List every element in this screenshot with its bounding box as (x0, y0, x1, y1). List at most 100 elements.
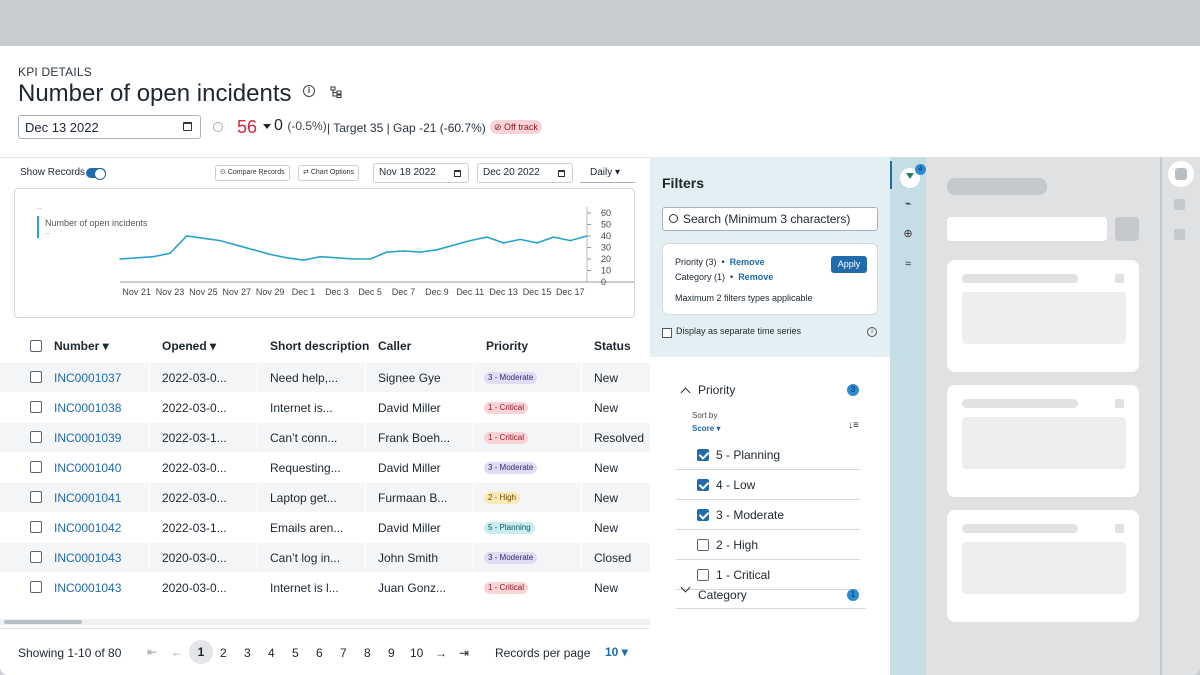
data-point (369, 258, 371, 260)
data-point (502, 242, 505, 244)
data-point (419, 251, 422, 253)
column-opened[interactable]: Opened ▾ (162, 339, 217, 353)
page-1[interactable]: 1 (189, 640, 213, 664)
rail-item[interactable] (1174, 199, 1185, 210)
hierarchy-icon[interactable] (330, 86, 342, 98)
calendar-icon (558, 170, 565, 177)
filter-checkbox[interactable] (697, 569, 709, 581)
page-9[interactable]: 9 (388, 646, 395, 660)
activity-icon[interactable]: ⌁ (904, 198, 912, 210)
info-icon[interactable]: i (303, 85, 315, 97)
data-point (519, 238, 522, 241)
incident-number-link[interactable]: INC0001040 (54, 461, 122, 475)
row-checkbox[interactable] (30, 581, 42, 593)
start-date-picker[interactable]: Nov 18 2022 (373, 163, 469, 183)
page-7[interactable]: 7 (340, 646, 347, 660)
table-row[interactable]: INC0001040 2022-03-0... Requesting... Da… (0, 452, 650, 482)
chevron-up-icon[interactable] (680, 387, 691, 398)
compare-records-button[interactable]: ⊙ Compare Records (215, 165, 290, 181)
page-2[interactable]: 2 (220, 646, 227, 660)
prev-page-icon[interactable]: ← (171, 645, 183, 659)
category-group-label[interactable]: Category (698, 588, 747, 602)
records-per-page-select[interactable]: 10 ▾ (605, 645, 628, 659)
date-value: Dec 13 2022 (25, 120, 99, 135)
incident-number-link[interactable]: INC0001042 (54, 521, 122, 535)
priority-group-label[interactable]: Priority (698, 383, 736, 397)
page-6[interactable]: 6 (316, 646, 323, 660)
filter-option[interactable]: 1 - Critical (676, 560, 860, 590)
column-short-description[interactable]: Short description (270, 339, 370, 353)
filter-checkbox[interactable] (697, 449, 709, 461)
filter-checkbox[interactable] (697, 509, 709, 521)
remove-priority-link[interactable]: Remove (729, 257, 765, 267)
next-page-icon[interactable]: → (435, 646, 447, 660)
rail-active-item[interactable] (1168, 161, 1194, 187)
column-caller[interactable]: Caller (378, 339, 412, 353)
column-status[interactable]: Status (594, 339, 631, 353)
data-point (319, 255, 321, 258)
filter-checkbox[interactable] (697, 539, 709, 551)
table-row[interactable]: INC0001043 2020-03-0... Internet is l...… (0, 572, 650, 602)
page-5[interactable]: 5 (292, 646, 299, 660)
row-checkbox[interactable] (30, 401, 42, 413)
filter-tool[interactable]: 4 (890, 161, 926, 189)
data-point (336, 257, 338, 259)
row-checkbox[interactable] (30, 521, 42, 533)
sort-order-icon[interactable]: ↓≡ (848, 420, 859, 431)
table-row[interactable]: INC0001037 2022-03-0... Need help,... Si… (0, 362, 650, 392)
interval-select[interactable]: Daily ▾ (580, 163, 635, 183)
incident-number-link[interactable]: INC0001043 (54, 581, 122, 595)
calendar-icon (454, 170, 461, 177)
last-page-icon[interactable]: ⇥ (459, 646, 470, 660)
row-checkbox[interactable] (30, 431, 42, 443)
incident-number-link[interactable]: INC0001039 (54, 431, 122, 445)
status-cell: New (594, 401, 619, 415)
apply-button[interactable]: Apply (831, 256, 867, 273)
table-row[interactable]: INC0001042 2022-03-1... Emails aren... D… (0, 512, 650, 542)
remove-category-link[interactable]: Remove (738, 272, 774, 282)
page-3[interactable]: 3 (244, 646, 251, 660)
funnel-icon (906, 173, 914, 179)
incident-number-link[interactable]: INC0001037 (54, 371, 122, 385)
filter-option[interactable]: 2 - High (676, 530, 860, 560)
formula-icon[interactable]: ≈ (904, 258, 912, 270)
table-row[interactable]: INC0001038 2022-03-0... Internet is... D… (0, 392, 650, 422)
horizontal-scrollbar[interactable] (0, 619, 650, 625)
table-row[interactable]: INC0001039 2022-03-1... Can’t conn... Fr… (0, 422, 650, 452)
page-8[interactable]: 8 (364, 646, 371, 660)
filter-search-input[interactable]: Search (Minimum 3 characters) (662, 207, 878, 231)
table-row[interactable]: INC0001041 2022-03-0... Laptop get... Fu… (0, 482, 650, 512)
rail-item[interactable] (1174, 229, 1185, 240)
scrollbar-thumb[interactable] (4, 620, 82, 624)
incident-number-link[interactable]: INC0001043 (54, 551, 122, 565)
filter-option[interactable]: 3 - Moderate (676, 500, 860, 530)
row-checkbox[interactable] (30, 371, 42, 383)
search-icon (669, 214, 678, 223)
table-row[interactable]: INC0001043 2020-03-0... Can’t log in... … (0, 542, 650, 572)
column-number[interactable]: Number ▾ (54, 339, 109, 353)
incident-number-link[interactable]: INC0001041 (54, 491, 122, 505)
filter-option[interactable]: 5 - Planning (676, 440, 860, 470)
filter-checkbox[interactable] (697, 479, 709, 491)
y-tick-label: 60 (601, 208, 611, 218)
column-priority[interactable]: Priority (486, 339, 529, 353)
row-checkbox[interactable] (30, 551, 42, 563)
incident-number-link[interactable]: INC0001038 (54, 401, 122, 415)
separate-series-checkbox[interactable] (662, 328, 672, 338)
sort-select[interactable]: Score ▾ (692, 424, 721, 433)
row-checkbox[interactable] (30, 461, 42, 473)
info-icon[interactable]: i (867, 327, 877, 337)
chart-options-button[interactable]: ⇄ Chart Options (298, 165, 359, 181)
end-date-picker[interactable]: Dec 20 2022 (477, 163, 573, 183)
show-records-label: Show Records (20, 167, 86, 178)
row-checkbox[interactable] (30, 491, 42, 503)
date-picker[interactable]: Dec 13 2022 (18, 115, 201, 139)
show-records-toggle[interactable] (86, 168, 106, 180)
first-page-icon[interactable]: ⇤ (147, 645, 158, 659)
page-10[interactable]: 10 (410, 646, 424, 660)
target-icon[interactable]: ⊕ (903, 228, 913, 240)
page-4[interactable]: 4 (268, 646, 275, 660)
select-all-checkbox[interactable] (30, 340, 42, 352)
svg-text:--: -- (37, 206, 42, 213)
filter-option[interactable]: 4 - Low (676, 470, 860, 500)
